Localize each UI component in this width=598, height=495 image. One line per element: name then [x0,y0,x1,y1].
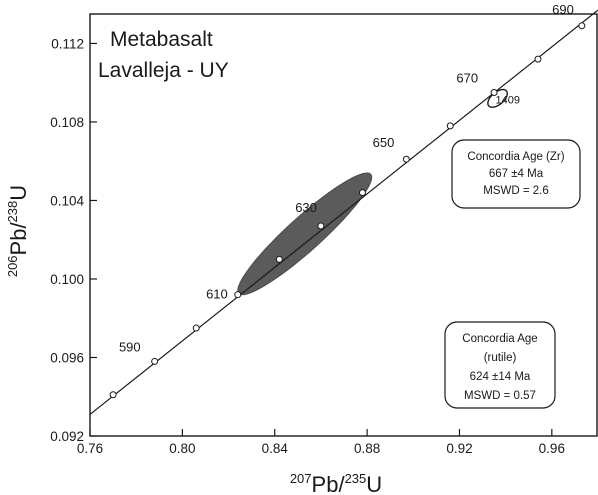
age-box-rutile [444,321,556,409]
age-marker [534,55,542,63]
age-box-line: Concordia Age (Zr) [467,151,564,163]
age-marker [275,255,283,263]
ellipse-label-1409: 1409 [496,94,520,106]
age-label-670: 670 [456,71,478,86]
age-marker [446,122,454,130]
ellipse-layer [237,88,509,296]
age-marker [578,22,586,30]
age-box-line: Concordia Age [462,333,537,345]
age-marker [234,291,242,299]
axis-sup-mass: 206 [5,255,20,277]
chart-title-line: Lavalleja - UY [98,59,229,82]
y-axis-label: 206Pb/238U [5,185,31,277]
y-tick-label: 0.108 [50,115,84,130]
x-axis-label: 207Pb/235U [290,471,382,495]
age-label-590: 590 [119,339,141,354]
age-label-690: 690 [552,2,574,17]
age-label-610: 610 [206,287,228,302]
y-tick-label: 0.100 [50,272,84,287]
age-marker [358,189,366,197]
concordia-curve [89,9,598,415]
x-tick-label: 0.84 [262,441,289,456]
age-box-line: MSWD = 0.57 [464,390,536,402]
axis-element: U [6,185,31,201]
text-layer: 590 610 630 650 670 690 1409 0.76 0.80 0.84 0.88 0.… [5,2,581,495]
x-tick-label: 0.80 [169,441,195,456]
age-marker [490,89,498,97]
axis-sup-mass: 235 [345,471,367,486]
age-marker [317,222,325,230]
age-marker [192,324,200,332]
error-ellipse-zircon [487,88,509,108]
axis-element: U [366,472,382,495]
x-tick-label: 0.96 [539,441,565,456]
y-tick-label: 0.104 [50,193,84,208]
age-box-line: 624 ±14 Ma [470,371,531,383]
age-box-line: 667 ±4 Ma [489,168,544,180]
error-ellipse-rutile [237,172,373,296]
axis-sup-mass: 207 [290,471,312,486]
age-box-zircon [451,139,581,209]
axis-element: Pb/ [6,222,31,256]
y-tick-label: 0.112 [51,36,84,51]
age-marker [109,391,117,399]
y-tick-label: 0.096 [50,350,84,365]
plot-frame [89,13,598,437]
y-tick-label: 0.092 [50,429,84,444]
axes-frame [89,13,598,437]
age-label-630: 630 [295,200,317,215]
age-box-line: (rutile) [484,352,517,364]
axis-sup-mass: 238 [5,201,20,223]
chart-title-line: Metabasalt [110,28,213,51]
age-marker [151,357,159,365]
age-label-650: 650 [373,135,395,150]
x-tick-label: 0.76 [77,441,103,456]
axis-element: Pb/ [312,472,346,495]
x-tick-label: 0.92 [446,441,472,456]
age-marker [402,155,410,163]
x-tick-label: 0.88 [354,441,380,456]
concordia-layer [89,9,598,415]
age-box-line: MSWD = 2.6 [483,185,549,197]
